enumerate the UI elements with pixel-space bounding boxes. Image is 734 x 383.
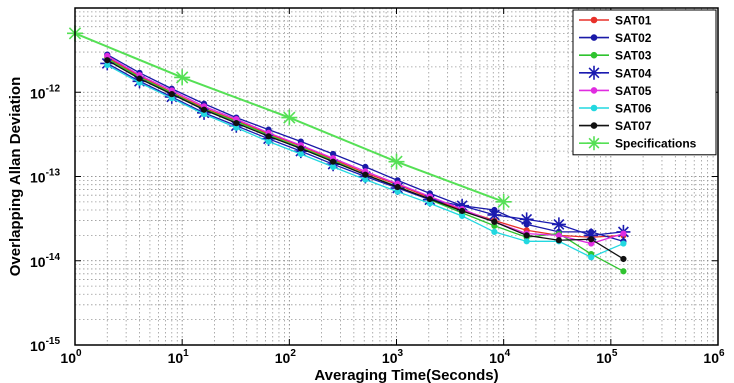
data-point: [523, 238, 530, 245]
data-point: [459, 212, 466, 220]
data-point-star: [174, 69, 191, 86]
legend-marker: [590, 87, 598, 94]
data-point: [297, 150, 304, 158]
data-point: [491, 228, 498, 236]
data-point: [329, 163, 337, 171]
data-point: [265, 133, 272, 140]
y-tick-label: 10-12: [30, 83, 60, 101]
legend-item: SAT03: [579, 49, 652, 63]
legend-item: Specifications: [579, 136, 697, 151]
x-axis-label: Averaging Time(Seconds): [314, 367, 498, 383]
data-point: [491, 218, 498, 225]
data-point-star: [584, 228, 599, 243]
data-point: [426, 195, 433, 203]
legend-marker: [590, 122, 598, 129]
legend-item: SAT02: [579, 31, 652, 45]
legend-item: SAT07: [579, 119, 652, 133]
data-point-star: [519, 212, 534, 227]
y-tick-label: 10-15: [30, 336, 60, 354]
data-point: [394, 183, 401, 191]
data-point: [104, 57, 111, 64]
legend-label: SAT01: [615, 14, 652, 28]
data-point-star: [495, 193, 512, 210]
data-point-star: [487, 207, 502, 222]
data-point: [200, 106, 208, 113]
legend-marker: [590, 34, 598, 41]
tick-layer: 100 101 102 103 104 105 106 10-15 10-14 10-13 10-1…: [30, 8, 725, 366]
data-point: [265, 138, 272, 145]
legend-label: SAT07: [615, 119, 652, 133]
x-tick-label: 103: [382, 348, 404, 366]
y-tick-label: 10-14: [30, 252, 60, 270]
legend-label: SAT03: [615, 49, 652, 63]
data-point: [168, 91, 175, 98]
series-sat07: [104, 57, 627, 263]
data-point: [297, 145, 304, 152]
x-tick-label: 105: [596, 348, 618, 366]
legend-label: SAT05: [615, 84, 652, 98]
data-point: [588, 236, 595, 243]
data-point: [329, 158, 337, 165]
y-tick-label: 10-13: [30, 168, 60, 186]
x-tick-label: 100: [60, 348, 82, 366]
data-point-star: [551, 217, 566, 232]
data-point: [233, 120, 240, 127]
data-point: [620, 255, 627, 263]
legend: SAT01 SAT02 SAT03 SAT04 SAT05 SAT06 SAT07 Speci…: [572, 9, 717, 156]
legend-label: SAT02: [615, 31, 652, 45]
grid-layer: [75, 8, 718, 345]
legend-marker: [590, 104, 598, 112]
legend-label: SAT04: [615, 66, 652, 80]
series-line: [106, 56, 624, 238]
x-tick-label: 104: [489, 348, 511, 366]
x-tick-label: 101: [168, 348, 190, 366]
legend-item: SAT06: [579, 102, 652, 116]
x-tick-label: 106: [703, 348, 725, 366]
y-axis-label: Overlapping Allan Deviation: [7, 77, 24, 276]
data-point: [459, 207, 466, 215]
data-point: [136, 75, 143, 82]
data-point: [523, 232, 530, 239]
legend-item: SAT05: [579, 84, 652, 98]
legend-item: SAT01: [579, 14, 652, 28]
data-point: [362, 171, 369, 178]
legend-item: SAT04: [579, 65, 652, 80]
legend-label: Specifications: [615, 137, 697, 151]
series-layer: [67, 25, 631, 275]
data-point: [620, 230, 627, 237]
data-point: [555, 237, 563, 244]
data-point-star: [455, 198, 470, 213]
legend-label: SAT06: [615, 102, 652, 116]
legend-marker-star: [587, 65, 601, 80]
data-point-star: [281, 109, 298, 126]
data-point: [620, 240, 627, 247]
series-sat06: [104, 62, 627, 261]
data-point: [620, 268, 627, 275]
x-tick-label: 102: [275, 348, 297, 366]
legend-marker: [590, 51, 598, 59]
legend-marker-star: [587, 136, 601, 151]
data-point: [588, 254, 595, 261]
legend-marker: [590, 16, 598, 24]
data-point-star: [388, 153, 405, 170]
legend-box: [572, 9, 717, 156]
